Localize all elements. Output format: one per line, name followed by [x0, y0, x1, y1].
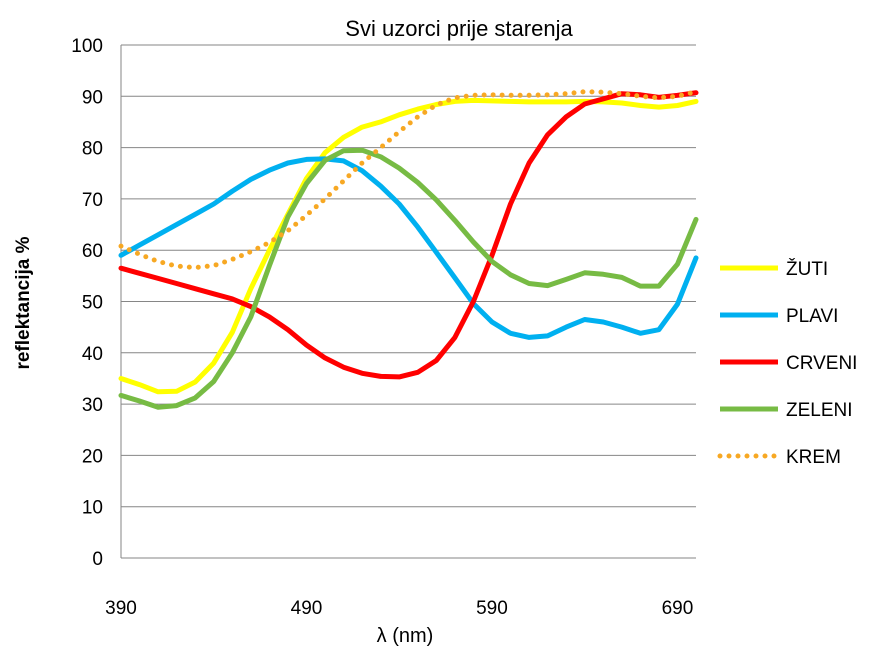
y-tick-label: 30 [82, 395, 103, 416]
axes [120, 45, 696, 559]
y-tick-label: 0 [92, 549, 103, 570]
series-lines [118, 89, 699, 410]
series-line-crveni [118, 90, 699, 380]
x-tick-label: 690 [662, 598, 694, 619]
chart-title: Svi uzorci prije starenja [345, 16, 573, 41]
series-line-plavi [118, 156, 699, 340]
y-tick-label: 70 [82, 190, 103, 211]
legend-label: KREM [786, 447, 841, 468]
legend-label: PLAVI [786, 306, 838, 327]
x-tick-label: 390 [105, 598, 137, 619]
y-tick-label: 40 [82, 344, 103, 365]
y-tick-label: 100 [71, 36, 103, 57]
x-axis-title: λ (nm) [377, 625, 434, 647]
y-tick-label: 90 [82, 87, 103, 108]
legend-label: ŽUTI [786, 258, 828, 280]
y-tick-label: 60 [82, 241, 103, 262]
tick-labels: 0 10 20 30 40 50 60 70 80 90 100 390 490 590 690 [71, 36, 693, 619]
series-line-zeleni [118, 147, 699, 410]
y-tick-label: 10 [82, 498, 103, 519]
x-tick-label: 490 [291, 598, 323, 619]
y-axis-title: reflektancija % [13, 236, 34, 369]
y-tick-label: 50 [82, 293, 103, 314]
legend-label: CRVENI [786, 353, 857, 374]
series-line-krem [118, 89, 699, 271]
legend: ŽUTI PLAVI CRVENI ZELENI KREM [717, 258, 857, 468]
series-line-žuti [118, 97, 699, 395]
y-tick-label: 20 [82, 446, 103, 467]
x-tick-label: 590 [476, 598, 508, 619]
y-tick-label: 80 [82, 139, 103, 160]
legend-label: ZELENI [786, 400, 853, 421]
